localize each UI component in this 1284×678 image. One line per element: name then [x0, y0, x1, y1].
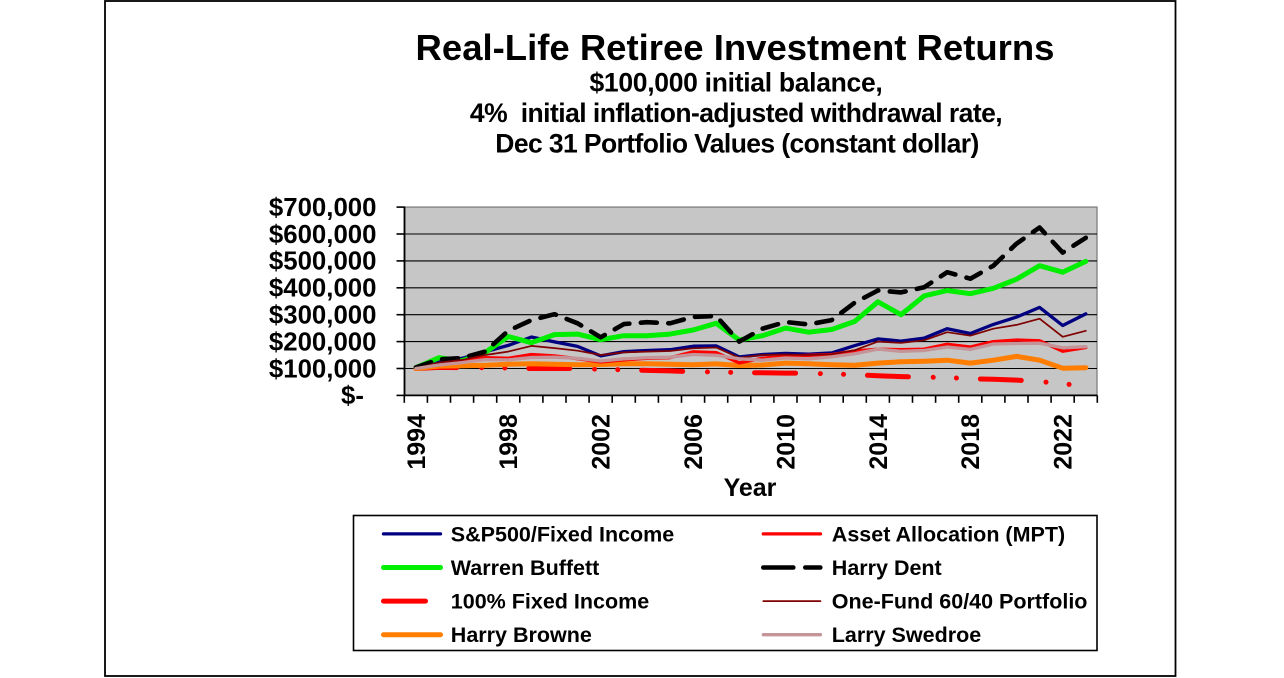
svg-text:1994: 1994	[403, 414, 431, 470]
svg-text:$600,000: $600,000	[269, 221, 377, 249]
svg-text:2014: 2014	[865, 414, 893, 470]
svg-text:$200,000: $200,000	[269, 328, 377, 356]
svg-text:$700,000: $700,000	[269, 194, 377, 222]
svg-text:$300,000: $300,000	[269, 302, 377, 330]
svg-text:Year: Year	[724, 474, 777, 502]
svg-text:1998: 1998	[495, 414, 523, 470]
svg-text:2010: 2010	[772, 414, 800, 470]
svg-text:2018: 2018	[957, 414, 985, 470]
svg-text:S&P500/Fixed Income: S&P500/Fixed Income	[451, 522, 674, 546]
svg-text:Harry Dent: Harry Dent	[832, 556, 942, 580]
svg-text:Asset Allocation (MPT): Asset Allocation (MPT)	[832, 522, 1065, 546]
svg-text:2002: 2002	[588, 414, 616, 470]
svg-text:Dec 31 Portfolio Values (const: Dec 31 Portfolio Values (constant dollar…	[495, 129, 978, 159]
svg-text:$-: $-	[341, 382, 364, 410]
svg-text:100% Fixed Income: 100% Fixed Income	[451, 590, 649, 614]
svg-text:Warren Buffett: Warren Buffett	[451, 556, 600, 580]
svg-text:4% initial inflation-adjusted: 4% initial inflation-adjusted withdrawal…	[470, 98, 1002, 128]
svg-text:2006: 2006	[680, 414, 708, 470]
svg-text:2022: 2022	[1050, 414, 1078, 470]
svg-text:One-Fund 60/40 Portfolio: One-Fund 60/40 Portfolio	[832, 590, 1088, 614]
svg-text:$100,000 initial balance,: $100,000 initial balance,	[589, 68, 882, 98]
svg-text:Larry Swedroe: Larry Swedroe	[832, 623, 981, 647]
svg-text:Real-Life Retiree Investment R: Real-Life Retiree Investment Returns	[416, 27, 1055, 68]
svg-text:$500,000: $500,000	[269, 248, 377, 276]
svg-text:$400,000: $400,000	[269, 275, 377, 303]
svg-text:$100,000: $100,000	[269, 355, 377, 383]
svg-text:Harry Browne: Harry Browne	[451, 623, 592, 647]
